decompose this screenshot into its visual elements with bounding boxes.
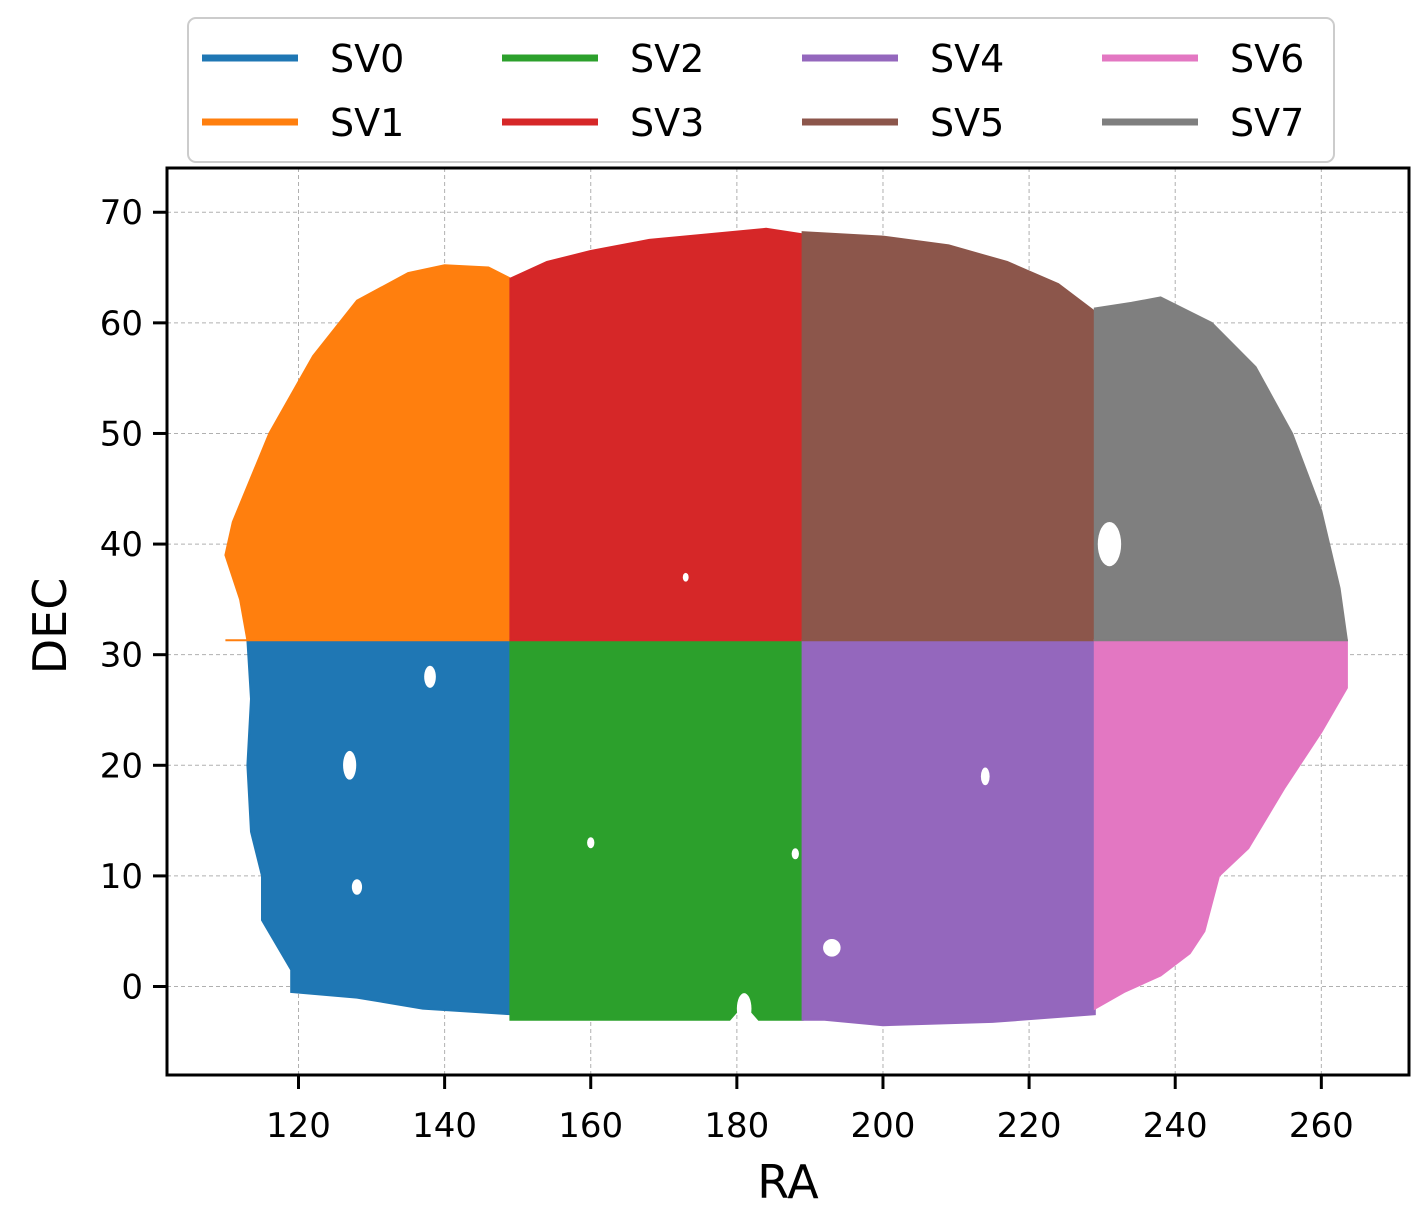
y-tick-label: 10 xyxy=(100,857,143,897)
y-tick-label: 70 xyxy=(100,193,143,233)
y-tick-label: 50 xyxy=(100,414,143,454)
y-tick-label: 30 xyxy=(100,636,143,676)
plot-frame xyxy=(165,166,1411,1077)
mask-hole xyxy=(343,750,357,780)
mask-hole xyxy=(424,665,436,688)
legend-label-sv4: SV4 xyxy=(930,37,1004,81)
legend-label-sv7: SV7 xyxy=(1230,101,1304,145)
legend-label-sv6: SV6 xyxy=(1230,37,1304,81)
legend: SV0 SV1 SV2 SV3 SV4 SV5 SV6 SV7 xyxy=(187,17,1335,163)
mask-hole xyxy=(587,837,595,849)
x-tick-label: 160 xyxy=(558,1106,623,1146)
x-tick-label: 120 xyxy=(266,1106,331,1146)
legend-box xyxy=(187,17,1335,163)
x-tick-label: 140 xyxy=(412,1106,477,1146)
y-axis-label: DEC xyxy=(23,578,77,675)
x-tick-label: 260 xyxy=(1289,1106,1354,1146)
mask-hole xyxy=(823,938,841,957)
mask-hole xyxy=(351,879,363,895)
mask-hole xyxy=(1097,521,1122,567)
region-sv5 xyxy=(801,231,1096,642)
y-tick-label: 40 xyxy=(100,525,143,565)
legend-label-sv2: SV2 xyxy=(630,37,704,81)
x-axis-label: RA xyxy=(757,1155,819,1209)
x-tick-label: 220 xyxy=(997,1106,1062,1146)
region-sv3 xyxy=(509,227,804,642)
y-tick-label: 60 xyxy=(100,304,143,344)
data-regions xyxy=(224,227,1349,1027)
region-sv7 xyxy=(1093,296,1349,642)
x-tick-label: 200 xyxy=(851,1106,916,1146)
region-sv0 xyxy=(246,639,512,1016)
mask-hole xyxy=(682,572,689,582)
region-sv4 xyxy=(801,639,1096,1027)
region-sv6 xyxy=(1093,639,1348,1011)
mask-hole xyxy=(980,767,990,786)
masked-holes xyxy=(343,521,1122,1025)
y-axis-ticks: 0 10 20 30 40 50 60 70 xyxy=(100,193,167,1008)
region-sv2 xyxy=(509,639,804,1021)
mask-hole xyxy=(736,993,752,1025)
y-tick-label: 20 xyxy=(100,746,143,786)
legend-label-sv5: SV5 xyxy=(930,101,1004,145)
legend-label-sv0: SV0 xyxy=(330,37,404,81)
y-tick-label: 0 xyxy=(121,968,143,1008)
legend-label-sv1: SV1 xyxy=(330,101,404,145)
legend-label-sv3: SV3 xyxy=(630,101,704,145)
x-tick-label: 240 xyxy=(1143,1106,1208,1146)
mask-hole xyxy=(791,848,799,860)
x-axis-ticks: 120 140 160 180 200 220 240 260 xyxy=(266,1075,1354,1146)
region-sv1 xyxy=(224,264,512,642)
x-tick-label: 180 xyxy=(704,1106,769,1146)
